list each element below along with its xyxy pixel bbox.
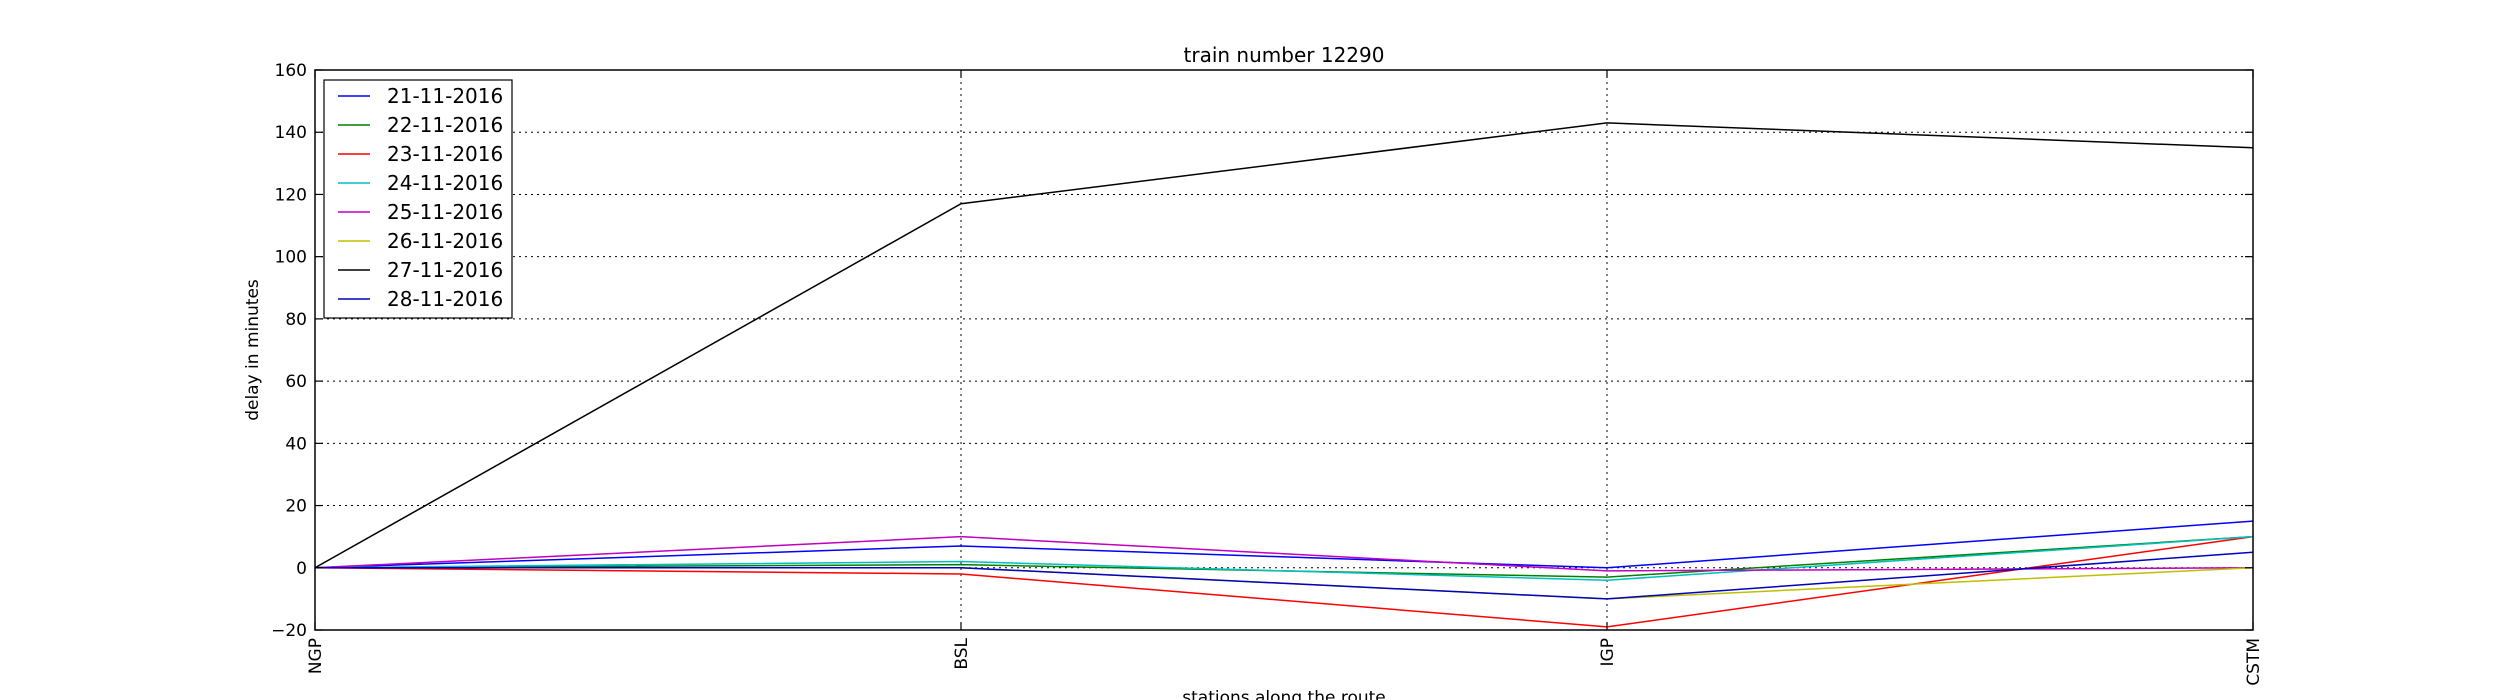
x-tick-label: CSTM: [2244, 638, 2264, 686]
legend-label: 21-11-2016: [387, 84, 503, 108]
y-tick-label: 0: [296, 559, 307, 579]
series-line-25-11-2016: [314, 535, 2254, 572]
series-lines: [314, 122, 2254, 628]
plot-frame: [314, 69, 2254, 631]
y-axis-title: delay in minutes: [243, 279, 263, 421]
y-tick-label: 40: [285, 434, 307, 454]
x-tick-label: IGP: [1598, 638, 1618, 666]
y-tick-label: 80: [285, 310, 307, 330]
y-tick-label: 160: [275, 61, 307, 81]
series-line-23-11-2016: [314, 535, 2254, 628]
y-tick-label: −20: [271, 621, 307, 641]
legend-label: 27-11-2016: [387, 258, 503, 282]
y-tick-label: 20: [285, 497, 307, 517]
x-tick-label: NGP: [306, 638, 326, 674]
legend: 21-11-2016 22-11-2016 23-11-2016 24-11-2016…: [323, 79, 513, 319]
y-tick-label: 140: [275, 123, 307, 143]
series-line-28-11-2016: [315, 551, 2254, 600]
x-axis-title: stations along the route: [1182, 688, 1386, 700]
y-axis-ticks: −20 0 20 40 60 80 100 120 140 160: [271, 61, 2253, 641]
legend-label: 23-11-2016: [387, 142, 503, 166]
legend-label: 24-11-2016: [387, 171, 503, 195]
series-line-21-11-2016: [314, 520, 2254, 569]
legend-label: 28-11-2016: [387, 287, 503, 311]
chart-title: train number 12290: [1184, 43, 1385, 67]
x-tick-label: BSL: [952, 637, 972, 669]
series-line-27-11-2016: [314, 122, 2254, 569]
y-tick-label: 100: [275, 248, 307, 268]
grid: [315, 70, 2253, 630]
legend-label: 26-11-2016: [387, 229, 503, 253]
legend-label: 25-11-2016: [387, 200, 503, 224]
y-tick-label: 60: [285, 372, 307, 392]
y-tick-label: 120: [275, 185, 307, 205]
legend-label: 22-11-2016: [387, 113, 503, 137]
legend-box: [323, 79, 513, 319]
x-axis-ticks: NGP BSL IGP CSTM: [306, 70, 2264, 686]
series-line-24-11-2016: [314, 535, 2254, 581]
